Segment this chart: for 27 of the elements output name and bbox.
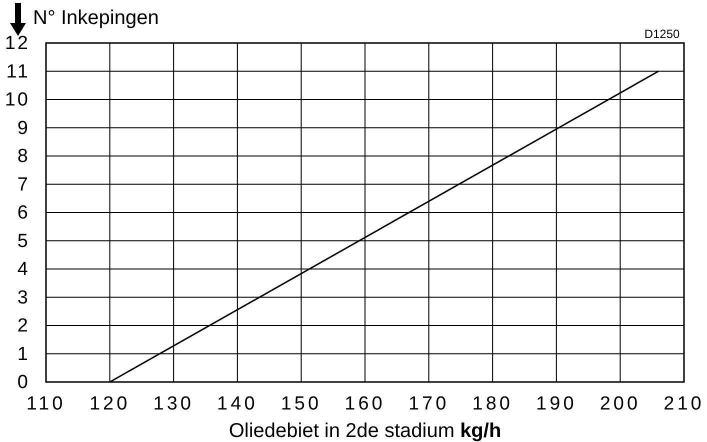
y-tick-label: 7 <box>17 174 30 196</box>
x-tick-label: 190 <box>536 393 577 414</box>
y-tick-label: 9 <box>17 118 30 139</box>
x-axis-title: Oliedebiet in 2de stadium kg/h <box>228 420 502 442</box>
x-tick-label: 150 <box>280 393 322 414</box>
x-tick-label: 110 <box>26 393 66 414</box>
x-tick-label: 210 <box>664 393 704 414</box>
y-tick-label: 5 <box>17 230 30 252</box>
y-tick-label: 11 <box>6 61 30 82</box>
y-tick-label: 1 <box>17 344 30 365</box>
y-tick-label: 0 <box>17 372 30 394</box>
x-tick-label: 170 <box>408 393 450 414</box>
y-tick-label: 6 <box>17 202 30 224</box>
text: D1250 <box>644 27 680 41</box>
x-tick-label: 140 <box>217 393 258 414</box>
y-tick-label: 4 <box>17 259 30 280</box>
x-tick-label: 160 <box>344 393 386 414</box>
y-tick-label: 3 <box>17 287 30 308</box>
x-tick-label: 120 <box>89 393 130 414</box>
y-tick-label: 2 <box>17 316 30 337</box>
x-tick-label: 180 <box>472 393 513 414</box>
y-tick-label: 10 <box>4 90 30 111</box>
y-tick-label: 12 <box>4 33 30 54</box>
y-tick-label: 8 <box>17 146 30 168</box>
x-tick-label: 130 <box>153 393 194 414</box>
y-axis-title: N° Inkepingen <box>33 7 159 29</box>
x-tick-label: 200 <box>600 393 641 414</box>
